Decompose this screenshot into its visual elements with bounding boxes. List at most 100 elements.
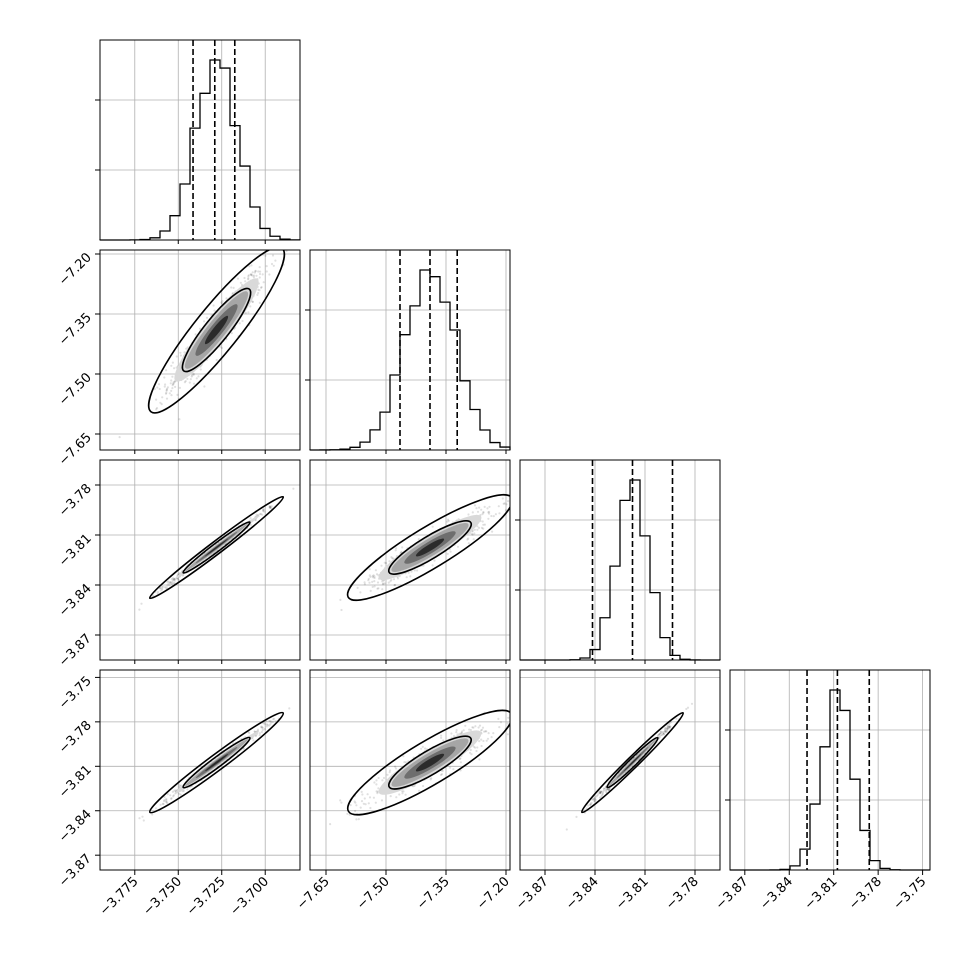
sample-point: [159, 587, 162, 590]
sample-point: [422, 784, 425, 788]
density-fill: [205, 538, 228, 557]
sample-point: [252, 276, 255, 279]
sample-point: [252, 274, 256, 277]
sample-point: [487, 732, 490, 735]
sample-point: [168, 581, 172, 585]
sample-point: [258, 276, 261, 279]
sample-point: [188, 381, 191, 384]
sample-point: [376, 792, 379, 795]
sample-point: [382, 582, 385, 585]
sample-point: [600, 795, 603, 798]
sample-point: [485, 730, 488, 733]
sample-point: [376, 581, 380, 584]
sample-point: [369, 806, 372, 810]
sample-point: [386, 773, 389, 776]
sample-point: [488, 512, 491, 515]
sample-point: [353, 800, 356, 803]
sample-point: [179, 351, 182, 354]
sample-point: [162, 802, 165, 806]
sample-point: [488, 510, 491, 513]
panel-frame: [309, 459, 511, 661]
sample-point: [138, 608, 141, 611]
sample-point: [140, 602, 143, 605]
sample-point: [220, 346, 223, 350]
histogram-panel-3: [725, 669, 931, 871]
sample-point: [220, 301, 223, 304]
sample-point: [375, 783, 378, 786]
sample-point: [355, 804, 358, 807]
sample-point: [596, 793, 599, 797]
sample-point: [271, 254, 275, 257]
sample-point: [666, 729, 669, 732]
sample-point: [251, 271, 254, 274]
sample-point: [455, 731, 458, 734]
sample-point: [292, 487, 295, 490]
panel-content: [138, 487, 295, 611]
sample-point: [398, 793, 401, 796]
sample-point: [373, 585, 376, 588]
sample-point: [257, 513, 260, 516]
sample-point: [589, 802, 592, 806]
x-tick-label: −3.775: [97, 874, 142, 919]
x-tick-label: −3.78: [663, 874, 702, 913]
sample-point: [258, 272, 262, 276]
sample-point: [199, 327, 202, 330]
sample-point: [157, 383, 161, 386]
sample-point: [387, 581, 390, 584]
sample-point: [165, 391, 168, 394]
sample-point: [249, 273, 252, 276]
sample-point: [177, 783, 181, 786]
sample-point: [368, 796, 372, 799]
histogram-step: [309, 269, 511, 451]
sample-point: [252, 739, 255, 742]
panel-content: [329, 709, 510, 826]
sample-point: [178, 418, 181, 421]
sample-point: [420, 747, 423, 750]
sample-point: [446, 552, 449, 556]
sample-point: [598, 790, 602, 794]
sample-point: [152, 594, 155, 597]
sample-point: [151, 595, 154, 598]
sample-point: [665, 729, 668, 732]
sample-point: [161, 585, 165, 588]
sample-point: [138, 817, 141, 820]
sample-point: [413, 569, 416, 572]
sample-point: [261, 513, 264, 516]
sample-point: [191, 374, 194, 377]
sample-point: [601, 792, 604, 796]
sample-point: [429, 778, 432, 781]
sample-point: [185, 347, 188, 350]
sample-point: [160, 403, 163, 406]
sample-point: [498, 512, 501, 515]
sample-point: [166, 580, 169, 583]
sample-point: [402, 755, 405, 758]
sample-point: [592, 798, 595, 801]
sample-point: [502, 502, 505, 505]
sample-point: [401, 546, 404, 549]
sample-point: [404, 793, 407, 796]
sample-point: [659, 730, 663, 733]
sample-point: [263, 723, 266, 726]
sample-point: [232, 286, 235, 289]
sample-point: [155, 398, 158, 401]
sample-point: [268, 719, 271, 723]
sample-point: [363, 581, 366, 584]
y-tick-label: −7.20: [56, 250, 95, 289]
sample-point: [471, 533, 474, 536]
sample-point: [381, 779, 384, 782]
sample-point: [472, 745, 475, 748]
sample-point: [172, 577, 175, 580]
sample-point: [478, 740, 481, 743]
sample-point: [171, 387, 174, 390]
sample-point: [374, 801, 377, 804]
sample-point: [374, 569, 377, 572]
sample-point: [515, 490, 517, 492]
sample-point: [197, 375, 200, 378]
sample-point: [482, 527, 485, 530]
histogram-panel-1: [305, 249, 511, 451]
sample-point: [389, 769, 392, 772]
sample-point: [364, 803, 367, 806]
sample-point: [258, 301, 261, 304]
sample-point: [372, 574, 375, 577]
sample-point: [663, 732, 666, 735]
